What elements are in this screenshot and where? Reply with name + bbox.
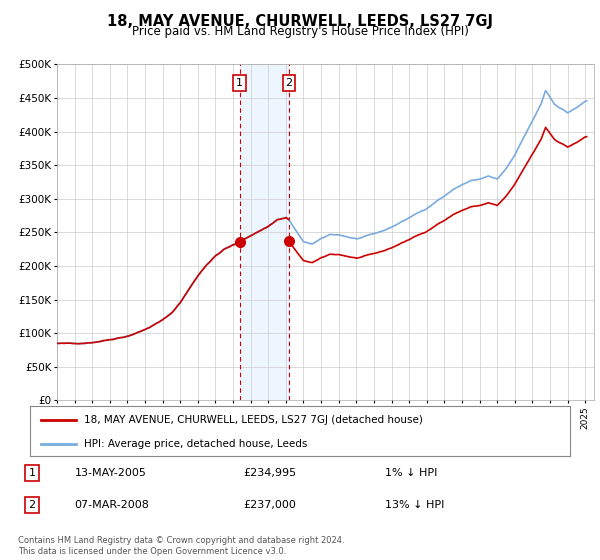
Text: 1% ↓ HPI: 1% ↓ HPI [385,468,437,478]
Text: 07-MAR-2008: 07-MAR-2008 [74,500,149,510]
Text: £237,000: £237,000 [244,500,296,510]
Text: 13% ↓ HPI: 13% ↓ HPI [385,500,444,510]
Text: 13-MAY-2005: 13-MAY-2005 [74,468,146,478]
Text: 18, MAY AVENUE, CHURWELL, LEEDS, LS27 7GJ: 18, MAY AVENUE, CHURWELL, LEEDS, LS27 7G… [107,14,493,29]
Text: 1: 1 [29,468,35,478]
Text: 2: 2 [29,500,35,510]
Text: Contains HM Land Registry data © Crown copyright and database right 2024.
This d: Contains HM Land Registry data © Crown c… [18,536,344,556]
Text: 1: 1 [236,78,243,88]
Bar [239,64,289,400]
Text: 2: 2 [286,78,292,88]
Text: 18, MAY AVENUE, CHURWELL, LEEDS, LS27 7GJ (detached house): 18, MAY AVENUE, CHURWELL, LEEDS, LS27 7G… [84,414,423,424]
Text: Price paid vs. HM Land Registry's House Price Index (HPI): Price paid vs. HM Land Registry's House … [131,25,469,38]
Text: HPI: Average price, detached house, Leeds: HPI: Average price, detached house, Leed… [84,439,307,449]
Text: £234,995: £234,995 [244,468,297,478]
